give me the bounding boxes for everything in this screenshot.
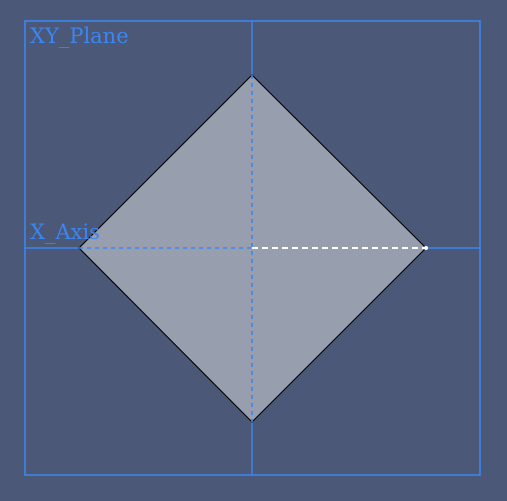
x-axis-label: X_Axis [30, 220, 100, 244]
xy-plane-label: XY_Plane [30, 24, 129, 48]
selected-edge-endpoint[interactable] [424, 246, 428, 250]
